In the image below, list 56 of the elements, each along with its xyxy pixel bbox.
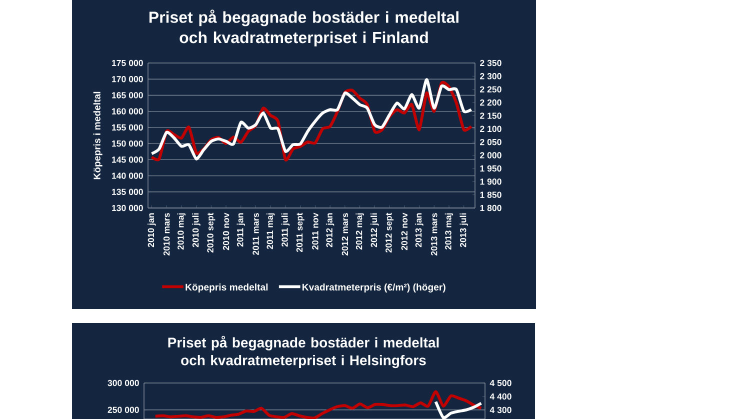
x-tick-label: 2011 maj — [266, 213, 275, 250]
y2-tick-label: 1 950 — [480, 165, 502, 172]
x-tick-label: 2011 sept — [296, 212, 304, 252]
x-tick-label: 2013 jan — [415, 213, 424, 248]
y2-tick-label: 4 500 — [490, 380, 512, 386]
y-tick-label: 155 000 — [112, 124, 143, 131]
chart-title: Priset på begagnade bostäder i medeltal och kvadratmeterpriset i Finland — [149, 10, 458, 46]
y2-tick-label: 1 900 — [480, 178, 502, 185]
y2-tick-label: 1 800 — [480, 204, 502, 212]
x-tick-label: 2013 maj — [444, 213, 454, 250]
x-tick-label: 2012 sept — [386, 212, 394, 253]
legend-label: Köpepris medeltal — [186, 284, 268, 292]
x-tick-label: 2012 nov — [401, 212, 408, 250]
x-tick-label: 2010 nov — [222, 212, 230, 250]
y-axis-title: Köpepris i medeltal — [93, 92, 102, 180]
y-tick-label: 160 000 — [112, 108, 143, 114]
x-tick-label: 2010 mars — [163, 213, 170, 256]
x-tick-label: 2010 sept — [207, 212, 216, 253]
y2-tick-label: 2 300 — [480, 73, 502, 80]
line-series — [434, 400, 483, 419]
x-tick-label: 2010 jan — [148, 213, 156, 248]
x-tick-label: 2013 juli — [460, 213, 468, 248]
x-tick-label: 2013 mars — [430, 213, 438, 256]
x-tick-label: 2011 mars — [252, 213, 259, 255]
y2-tick-label: 4 400 — [490, 393, 512, 400]
y-tick-label: 170 000 — [112, 76, 143, 82]
y-tick-label: 150 000 — [112, 140, 143, 147]
y-tick-label: 135 000 — [112, 188, 143, 196]
y-tick-label: 250 000 — [108, 406, 139, 413]
x-tick-label: 2010 juli — [192, 213, 200, 248]
y2-tick-label: 4 300 — [490, 406, 512, 414]
y-tick-label: 175 000 — [112, 60, 143, 66]
chart-title: Priset på begagnade bostäder i medeltal och kvadratmeterpriset i Helsingfors — [168, 336, 439, 368]
y2-tick-label: 1 850 — [480, 192, 502, 198]
y2-tick-label: 2 200 — [480, 99, 502, 106]
y2-tick-label: 2 050 — [480, 138, 502, 146]
x-tick-label: 2010 maj — [177, 213, 186, 250]
x-tick-label: 2012 jan — [326, 213, 334, 248]
x-tick-label: 2012 juli — [370, 213, 379, 248]
x-tick-label: 2012 mars — [342, 213, 348, 256]
y-tick-label: 145 000 — [112, 156, 143, 163]
y2-tick-label: 2 000 — [480, 152, 502, 158]
y-tick-label: 300 000 — [108, 380, 139, 386]
y2-tick-label: 2 250 — [480, 86, 502, 92]
line-series — [154, 390, 483, 419]
x-tick-label: 2011 jan — [236, 213, 245, 247]
y2-tick-label: 2 100 — [480, 126, 502, 132]
x-tick-label: 2011 nov — [312, 212, 318, 250]
y2-tick-label: 2 350 — [480, 60, 502, 66]
y-tick-label: 130 000 — [112, 204, 143, 212]
x-tick-label: 2012 maj — [356, 213, 364, 250]
x-tick-label: 2011 juli — [281, 213, 290, 247]
y-tick-label: 165 000 — [112, 92, 143, 98]
legend-label: Kvadratmeterpris (€/m²) (höger) — [302, 284, 446, 292]
y2-tick-label: 2 150 — [480, 112, 502, 119]
y-tick-label: 140 000 — [112, 172, 143, 179]
